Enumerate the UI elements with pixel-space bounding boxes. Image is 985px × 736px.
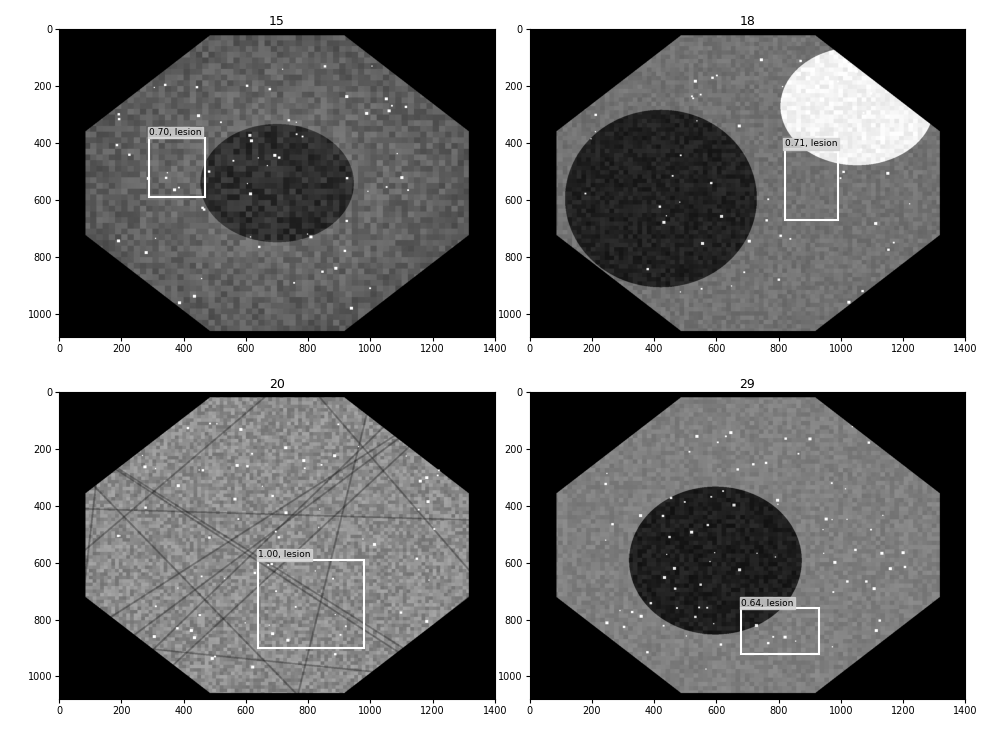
Bar: [785, 149, 837, 220]
Title: 20: 20: [269, 378, 285, 391]
Text: 1.00, lesion: 1.00, lesion: [258, 551, 310, 559]
Text: 0.70, lesion: 0.70, lesion: [150, 128, 202, 137]
Text: 0.64, lesion: 0.64, lesion: [742, 598, 794, 608]
Title: 29: 29: [740, 378, 755, 391]
Title: 18: 18: [740, 15, 755, 28]
Title: 15: 15: [269, 15, 285, 28]
Bar: [742, 608, 820, 654]
Bar: [258, 560, 364, 648]
Text: 0.71, lesion: 0.71, lesion: [785, 139, 837, 149]
Bar: [150, 138, 205, 197]
